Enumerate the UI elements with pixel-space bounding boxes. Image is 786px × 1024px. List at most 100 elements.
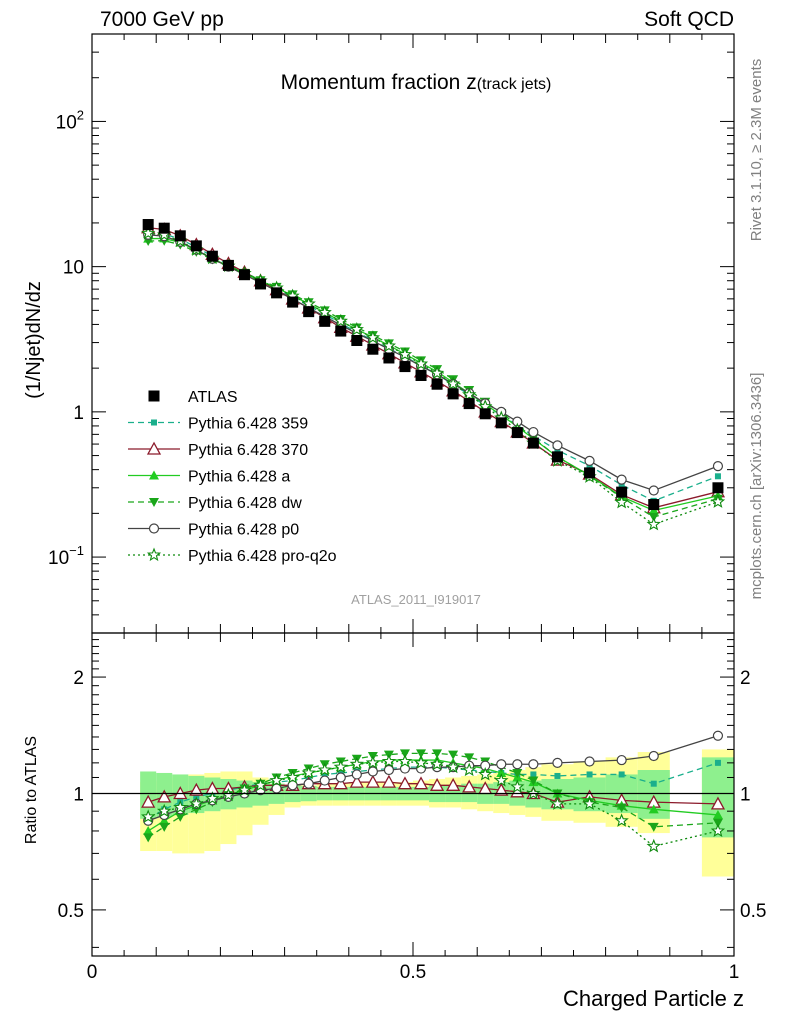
marker-circle-open [584,756,595,767]
marker-triangle-open [429,777,445,791]
header-right: Soft QCD [644,8,734,31]
marker-triangle-down [448,750,459,760]
marker-atlas [351,335,363,347]
marker-atlas [255,278,267,290]
legend: ATLAS Pythia 6.428 359 Pythia 6.428 370 Pyt… [128,389,337,565]
main-plot-frame [91,33,735,634]
marker-star-open [710,494,726,508]
marker-triangle [648,804,659,814]
main-y-tick-label: 10 [63,258,84,279]
marker-star-open [141,809,156,823]
marker-triangle-down [416,749,427,759]
marker-star-open [237,782,252,797]
series-layer [141,219,726,853]
marker-triangle-open [494,782,509,796]
marker-atlas [319,315,331,327]
marker-square [714,473,721,480]
marker-square [650,780,657,787]
marker-square [321,771,328,778]
legend-item-pa: Pythia 6.428 a [128,469,290,486]
legend-item-pp0: Pythia 6.428 p0 [128,522,299,539]
plot-title: Momentum fraction z(track jets) [281,71,552,94]
marker-triangle-open [333,776,348,790]
marker-triangle [496,767,507,777]
ratio-y-tick-label-left: 2 [73,668,84,689]
main-y-tick-label: 1 [73,403,84,424]
marker-atlas [142,219,154,231]
marker-circle-open [584,455,595,466]
marker-star-open [494,773,509,787]
marker-star-open [269,773,284,787]
marker-triangle-open [349,774,364,788]
main-y-tick-label-exp: 10−1 [48,543,84,569]
marker-star-open [710,823,726,838]
marker-atlas [303,306,315,318]
legend-item-p359: Pythia 6.428 359 [128,416,308,433]
legend-item-pq2o: Pythia 6.428 pro-q2o [128,547,337,565]
marker-star-open [510,779,525,794]
marker-atlas [415,369,427,381]
marker-atlas [431,378,443,390]
legend-label: ATLAS [188,389,238,406]
marker-atlas [616,486,628,498]
marker-atlas [495,417,507,429]
marker-star-open [614,494,629,509]
analysis-watermark: ATLAS_2011_I919017 [351,592,481,607]
plot-title-sub: (track jets) [477,76,552,93]
marker-star-open [146,547,162,562]
legend-label: Pythia 6.428 dw [188,495,302,512]
marker-star-open [253,777,268,792]
marker-circle-open [148,523,160,534]
marker-star-open [317,305,332,319]
marker-star-open [365,755,381,769]
marker-circle-open [367,766,378,777]
series-line-ratio [147,752,718,838]
marker-star-open [285,770,300,784]
marker-atlas [479,408,491,420]
series-ratio-pq2o [141,754,726,853]
marker-square [530,771,537,778]
x-axis-label: Charged Particle z [563,986,744,1011]
marker-atlas [527,437,539,449]
marker-triangle-down [512,768,523,778]
marker-triangle-down [143,237,154,247]
marker-star-open [333,759,348,774]
marker-triangle-open [413,776,429,790]
x-tick-label: 0 [87,962,98,983]
marker-atlas [712,482,724,494]
marker-triangle-open [157,789,172,803]
main-y-tick-label-exp: 102 [56,107,84,133]
marker-star-open [333,313,348,328]
marker-star-open [582,796,597,810]
marker-triangle-down [399,749,410,759]
marker-star-open [478,767,493,781]
legend-label: Pythia 6.428 370 [188,442,308,459]
marker-triangle-open [462,779,477,793]
marker-atlas [158,222,170,234]
marker-triangle [143,825,154,835]
x-tick-label: 0.5 [400,962,426,983]
marker-star-open [381,338,396,353]
marker-atlas [222,259,234,271]
marker-circle-open [383,764,395,776]
marker-triangle-down [712,818,723,828]
ratio-y-tick-label-left: 0.5 [58,901,84,922]
marker-atlas [463,398,475,410]
marker-atlas [174,230,186,242]
marker-circle-open [512,759,523,770]
marker-triangle [149,470,159,480]
marker-triangle-down [143,833,154,843]
legend-item-pdw: Pythia 6.428 dw [128,495,302,512]
marker-star-open [646,838,661,853]
marker-star-open [646,516,661,531]
marker-star-open [445,376,461,391]
marker-circle-open [616,474,627,485]
marker-star-open [205,791,220,805]
marker-circle-open [287,780,298,791]
legend-label: Pythia 6.428 p0 [188,522,299,539]
marker-triangle-open [146,441,162,455]
marker-star-open [189,796,204,810]
x-tick-label: 1 [729,962,740,983]
marker-circle-open [552,440,563,451]
